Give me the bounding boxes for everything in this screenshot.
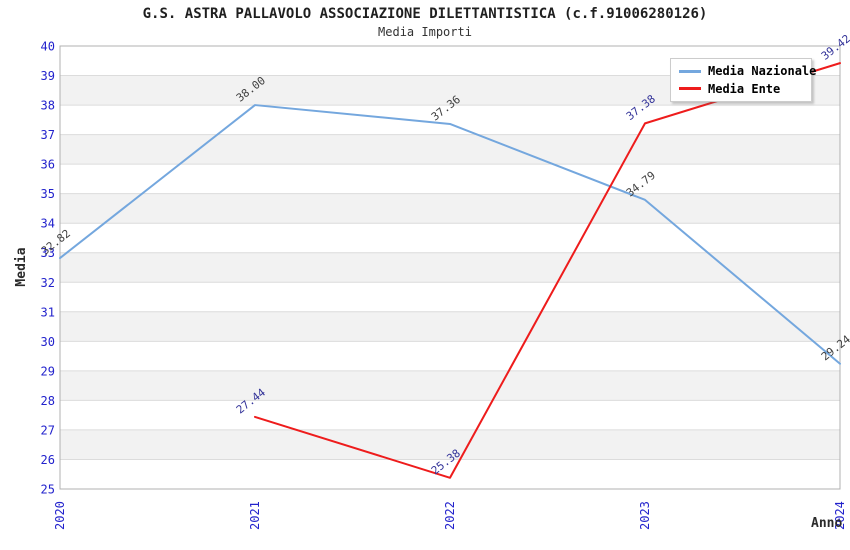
legend-label-media-nazionale: Media Nazionale (708, 64, 817, 79)
plot-band (60, 164, 840, 194)
y-tick-label-33: 33 (41, 246, 55, 260)
plot-band (60, 370, 840, 401)
legend-item-media-nazionale: Media Nazionale (679, 64, 816, 78)
x-tick-label-2020: 2020 (53, 501, 67, 530)
plot-band (60, 105, 840, 135)
plot-band (60, 134, 840, 165)
plot-border (59, 45, 841, 490)
legend-label-media-ente: Media Ente (708, 81, 781, 96)
y-tick-label-25: 25 (41, 483, 55, 497)
y-tick-label-37: 37 (41, 128, 55, 142)
plot-band (60, 429, 840, 460)
plot-band (60, 459, 840, 489)
x-tick-label-2023: 2023 (638, 501, 652, 530)
y-tick-label-38: 38 (41, 99, 55, 113)
x-tick-label-2021: 2021 (248, 501, 262, 530)
y-tick-label-26: 26 (41, 453, 55, 467)
y-tick-label-36: 36 (41, 158, 55, 172)
line-swatch-media-ente (679, 87, 701, 91)
plot-band (60, 282, 840, 312)
chart-title: G.S. ASTRA PALLAVOLO ASSOCIAZIONE DILETT… (142, 6, 708, 22)
y-tick-label-29: 29 (41, 364, 55, 378)
plot-band (60, 193, 840, 224)
y-tick-label-35: 35 (41, 187, 55, 201)
y-axis-title: Media (14, 247, 29, 287)
y-tick-label-34: 34 (41, 217, 55, 231)
y-tick-label-32: 32 (41, 276, 55, 290)
y-tick-label-30: 30 (41, 335, 55, 349)
x-tick-label-2022: 2022 (443, 501, 457, 530)
legend-item-media-ente: Media Ente (679, 82, 811, 96)
y-tick-label-31: 31 (41, 305, 55, 319)
plot-band (60, 252, 840, 283)
y-tick-label-27: 27 (41, 423, 55, 437)
x-tick-label-2024: 2024 (833, 501, 847, 530)
y-tick-label-28: 28 (41, 394, 55, 408)
y-tick-label-39: 39 (41, 69, 55, 83)
plot-band (60, 311, 840, 342)
plot-band (60, 400, 840, 430)
chart-subtitle: Media Importi (378, 25, 472, 39)
series-line-media-nazionale (59, 104, 841, 365)
plot-band (60, 341, 840, 371)
y-tick-label-40: 40 (41, 40, 55, 54)
plot-band (60, 223, 840, 253)
line-swatch-media-nazionale (679, 69, 701, 73)
x-axis-title: Anno (811, 516, 843, 531)
legend: Media Nazionale Media Ente (670, 58, 816, 102)
